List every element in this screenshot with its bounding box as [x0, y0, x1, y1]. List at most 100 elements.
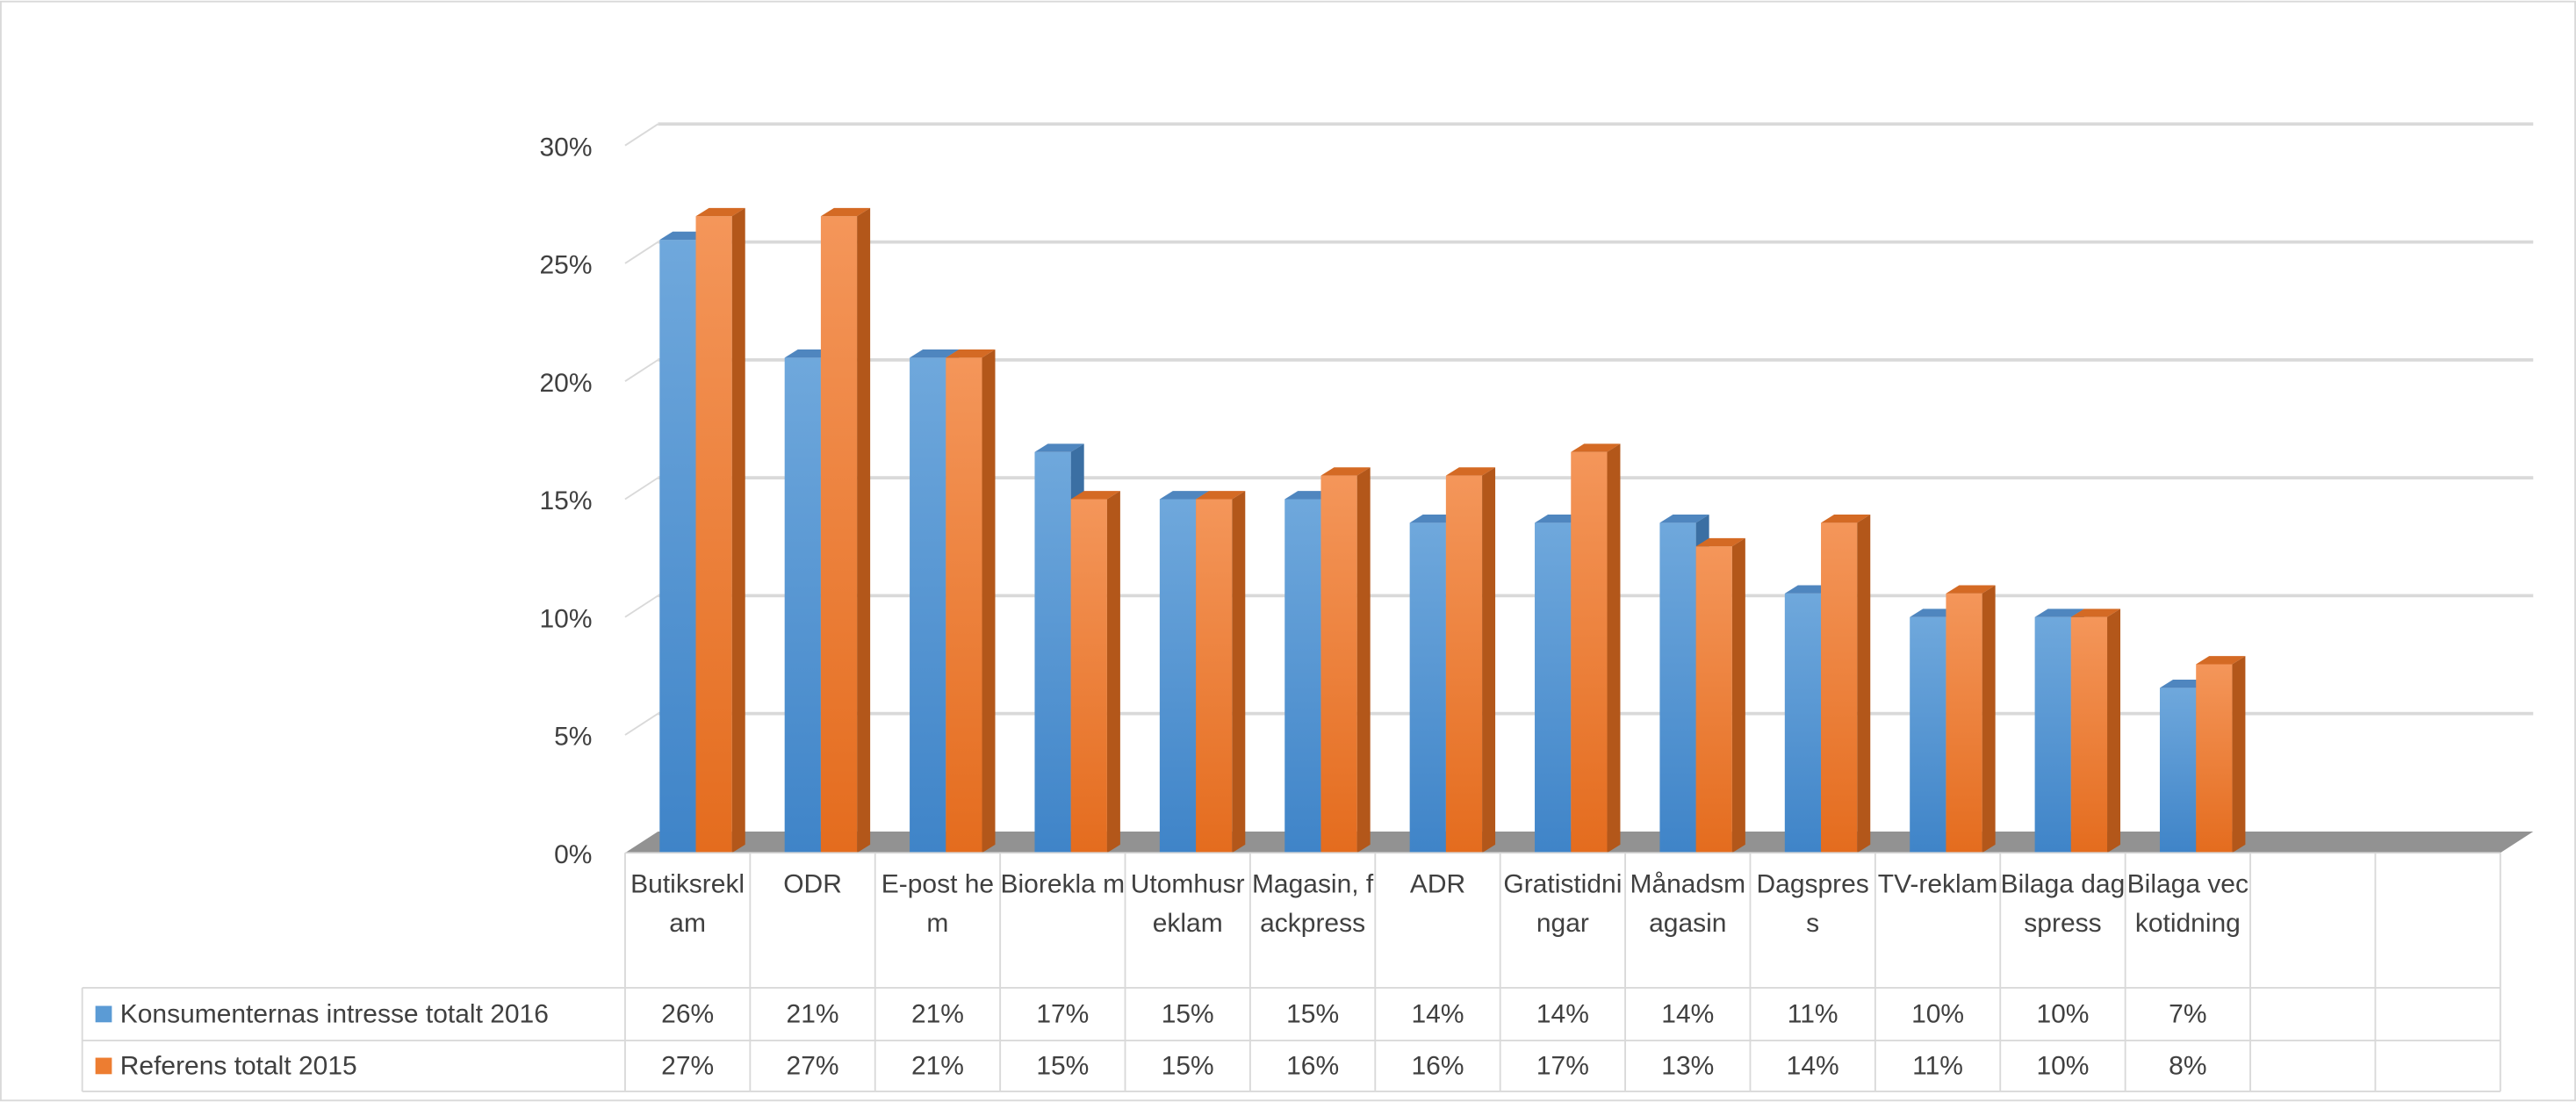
bar-front	[1695, 546, 1732, 854]
bar-front	[1946, 593, 1982, 854]
grid-line-depth	[624, 359, 658, 382]
legend-marker	[95, 1057, 112, 1075]
table-value: 17%	[1536, 1052, 1589, 1081]
x-tick-label-box: Biorekla m	[1000, 870, 1126, 899]
bar-front	[2159, 688, 2197, 854]
bar-side	[1106, 491, 1120, 854]
bar-front	[1159, 499, 1197, 854]
table-value: 11%	[1788, 1000, 1838, 1029]
bar-front	[1070, 499, 1107, 854]
bar	[1445, 467, 1496, 854]
x-tick-label-box: Månadsmagasin	[1630, 871, 1745, 939]
bar-side	[2232, 656, 2246, 854]
legend-label: Referens totalt 2015	[120, 1052, 357, 1081]
bar-front	[1571, 451, 1608, 854]
bar-top	[1196, 491, 1246, 500]
table-value: 16%	[1286, 1052, 1339, 1081]
bar-top	[1034, 443, 1084, 452]
x-tick-label-box: Utomhusreklam	[1131, 871, 1245, 939]
bar-top	[910, 349, 960, 358]
x-tick-label-box: Magasin, fackpress	[1252, 871, 1373, 939]
table-value: 15%	[1162, 1000, 1214, 1029]
grid-line-depth	[624, 241, 658, 264]
x-tick-label-box: Butiksreklam	[630, 871, 745, 939]
bar	[946, 349, 996, 854]
bar-front	[1535, 522, 1572, 854]
legend-label: Konsumenternas intresse totalt 2016	[120, 1000, 549, 1029]
bar-side	[982, 349, 996, 854]
y-tick-label: 25%	[539, 251, 592, 280]
table-value: 27%	[787, 1052, 839, 1081]
bar-front	[1034, 451, 1071, 854]
bar-front	[2070, 616, 2108, 854]
y-tick-label: 15%	[539, 486, 592, 515]
x-tick-label-box: ADR	[1409, 870, 1466, 899]
bar-top	[1445, 467, 1496, 476]
bar-front	[1821, 522, 1858, 854]
table-value: 21%	[911, 1000, 964, 1029]
bar-front	[820, 216, 858, 854]
bar-top	[946, 349, 996, 358]
x-tick-label: E-post hem	[881, 870, 995, 939]
y-tick-label: 5%	[554, 723, 592, 752]
table-value: 16%	[1412, 1052, 1464, 1081]
bar-top	[1159, 491, 1210, 500]
bar-front	[1659, 522, 1696, 854]
x-tick-label: ADR	[1409, 870, 1466, 899]
bar-front	[2196, 664, 2233, 854]
bar-front	[1445, 475, 1483, 854]
table-value: 10%	[2036, 1052, 2089, 1081]
bar-side	[1607, 443, 1621, 854]
grid-line-depth	[624, 477, 658, 501]
bar-side	[1482, 467, 1496, 854]
bar-side	[857, 207, 871, 854]
bar-front	[910, 357, 946, 854]
grid-line-depth	[624, 594, 658, 618]
table-value: 14%	[1412, 1000, 1464, 1029]
x-tick-label-box: ODR	[783, 871, 842, 899]
bar-side	[2107, 609, 2121, 854]
bar	[820, 207, 871, 854]
bar-top	[820, 207, 871, 217]
bar-top	[1320, 467, 1371, 476]
bar	[695, 207, 745, 854]
x-tick-label: Bilaga veckotidning	[2126, 870, 2249, 939]
y-tick-label: 30%	[539, 133, 592, 162]
x-tick-label-box: Bilaga dagspress	[2000, 870, 2126, 939]
y-tick-label: 20%	[539, 369, 592, 398]
x-tick-label-box	[2375, 866, 2500, 990]
y-tick-label: 0%	[554, 840, 592, 869]
x-tick-label: TV-reklam	[1877, 870, 1998, 899]
x-tick-label-box: Bilaga veckotidning	[2126, 870, 2249, 939]
bar	[1695, 537, 1745, 854]
bar-front	[659, 240, 696, 854]
bar	[1320, 467, 1371, 854]
bar	[1196, 491, 1246, 854]
table-value: 21%	[911, 1052, 964, 1081]
table-value: 13%	[1661, 1052, 1714, 1081]
bar-front	[1196, 499, 1233, 854]
table-value: 10%	[1911, 1000, 1964, 1029]
bar-top	[1821, 514, 1871, 523]
x-tick-label: Biorekla m	[1000, 870, 1126, 899]
bar-front	[2034, 616, 2071, 854]
bar-top	[2070, 609, 2121, 617]
x-tick-label: Bilaga dagspress	[2000, 870, 2126, 939]
x-tick-label-box: Dagspress	[1756, 870, 1869, 939]
bar-front	[1284, 499, 1321, 854]
table-value: 8%	[2169, 1052, 2206, 1081]
bar-top	[2196, 656, 2246, 665]
bar-side	[1857, 514, 1871, 854]
bar	[1946, 585, 1996, 854]
bar-top	[2034, 609, 2084, 617]
table-value: 14%	[1787, 1052, 1839, 1081]
table-value: 15%	[1162, 1052, 1214, 1081]
x-tick-label: Dagspress	[1756, 870, 1869, 939]
bar-side	[1232, 491, 1246, 854]
bar-front	[1910, 616, 1946, 854]
bar	[1070, 491, 1120, 854]
table-value: 27%	[661, 1052, 714, 1081]
x-tick-label-box	[2250, 866, 2375, 990]
bar-side	[1731, 537, 1745, 854]
